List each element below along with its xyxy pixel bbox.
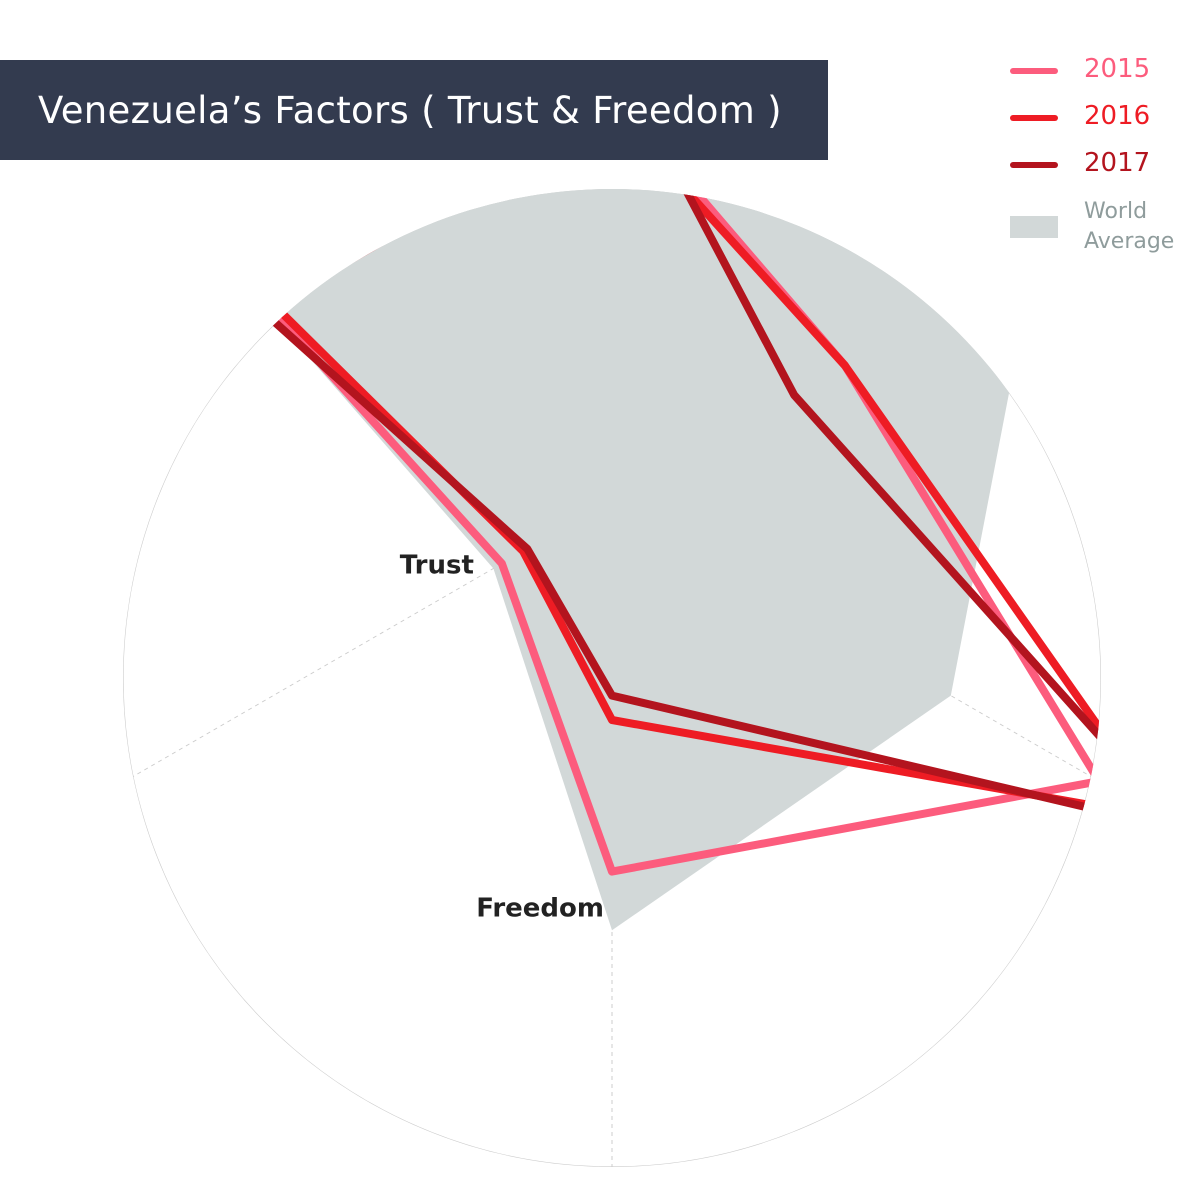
- legend-line-2016: [1010, 115, 1058, 121]
- axis-label-freedom: Freedom: [476, 894, 604, 924]
- world-average-area: [252, 189, 1036, 931]
- world-average-polygon: [252, 189, 1036, 931]
- axis-labels: Trust Freedom: [400, 551, 604, 924]
- legend-item-2017: 2017: [1010, 146, 1195, 193]
- legend-item-2015: 2015: [1010, 52, 1195, 99]
- legend-line-2015: [1010, 68, 1058, 74]
- legend-item-world-average: World Average: [1010, 199, 1195, 269]
- legend-label-world-average: World Average: [1084, 199, 1175, 254]
- chart-title: Venezuela’s Factors ( Trust & Freedom ): [38, 88, 782, 132]
- legend-line-2017: [1010, 162, 1058, 168]
- legend-label-2016: 2016: [1084, 101, 1151, 131]
- legend-item-2016: 2016: [1010, 99, 1195, 146]
- legend-label-2017: 2017: [1084, 148, 1151, 178]
- legend-swatch-world-average: [1010, 216, 1058, 238]
- axis-label-trust: Trust: [400, 551, 474, 581]
- legend: 2015 2016 2017 World Average: [1010, 52, 1195, 269]
- legend-label-2015: 2015: [1084, 54, 1151, 84]
- title-bar: Venezuela’s Factors ( Trust & Freedom ): [0, 60, 828, 160]
